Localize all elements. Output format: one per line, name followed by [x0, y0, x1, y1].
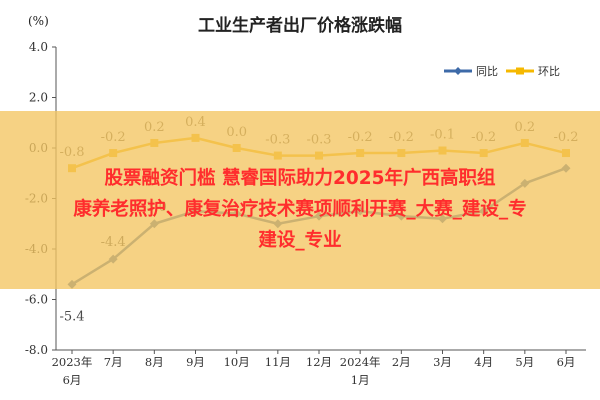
x-tick-label: 10月	[224, 355, 250, 369]
x-tick-label: 2023年	[52, 355, 93, 369]
overlay-banner: 股票融资门槛 慧睿国际助力2025年广西高职组 康养老照护、康复治疗技术赛项顺利…	[0, 111, 600, 289]
overlay-line-3: 建设_专业	[258, 230, 342, 251]
data-label: -5.4	[59, 309, 84, 324]
legend-label: 环比	[538, 65, 560, 78]
x-tick-label: 2月	[392, 355, 411, 369]
overlay-line-2: 康养老照护、康复治疗技术赛项顺利开赛_大赛_建设_专	[73, 199, 527, 220]
legend-swatch-marker	[516, 67, 524, 75]
x-tick-label: 4月	[474, 355, 493, 369]
y-axis-unit: (%)	[28, 14, 49, 28]
x-tick-label: 11月	[265, 355, 291, 369]
y-tick-label: 4.0	[29, 40, 48, 54]
legend-swatch-marker	[454, 67, 462, 75]
x-tick-label: 6月	[63, 373, 82, 387]
x-tick-label: 12月	[306, 355, 332, 369]
x-tick-label: 7月	[104, 355, 123, 369]
x-tick-label: 6月	[557, 355, 576, 369]
x-tick-label: 8月	[145, 355, 164, 369]
y-tick-label: -8.0	[25, 343, 48, 357]
x-tick-label: 1月	[351, 373, 370, 387]
overlay-line-1: 股票融资门槛 慧睿国际助力2025年广西高职组	[104, 168, 496, 189]
x-tick-label: 5月	[515, 355, 534, 369]
x-tick-label: 2024年	[340, 355, 381, 369]
legend-label: 同比	[476, 65, 498, 78]
chart-title: 工业生产者出厂价格涨跌幅	[198, 15, 402, 36]
y-tick-label: 2.0	[29, 91, 48, 105]
x-tick-label: 9月	[186, 355, 205, 369]
y-tick-label: -6.0	[25, 293, 48, 307]
legend: 同比 环比	[444, 65, 560, 78]
x-tick-label: 3月	[433, 355, 452, 369]
